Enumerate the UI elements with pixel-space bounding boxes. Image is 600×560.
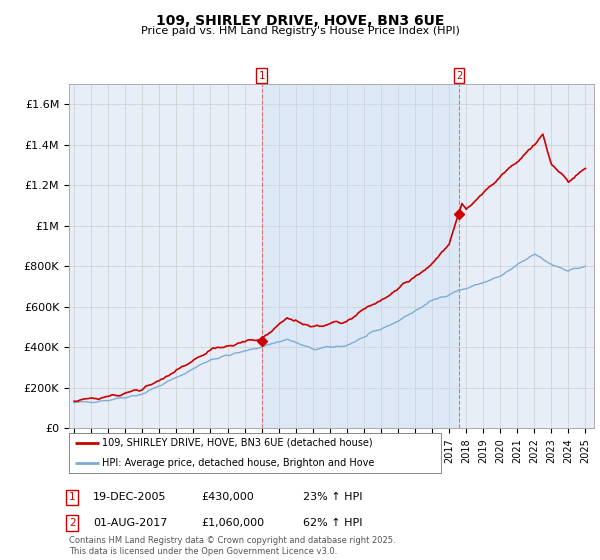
Text: 2: 2: [456, 71, 462, 81]
Text: 1: 1: [69, 492, 76, 502]
Text: 23% ↑ HPI: 23% ↑ HPI: [303, 492, 362, 502]
Text: £430,000: £430,000: [201, 492, 254, 502]
Text: 1: 1: [259, 71, 265, 81]
Text: 19-DEC-2005: 19-DEC-2005: [93, 492, 167, 502]
Bar: [262, 84, 459, 428]
Text: 2: 2: [69, 518, 76, 528]
Text: Price paid vs. HM Land Registry's House Price Index (HPI): Price paid vs. HM Land Registry's House …: [140, 26, 460, 36]
Text: 109, SHIRLEY DRIVE, HOVE, BN3 6UE: 109, SHIRLEY DRIVE, HOVE, BN3 6UE: [156, 14, 444, 28]
Text: 109, SHIRLEY DRIVE, HOVE, BN3 6UE (detached house): 109, SHIRLEY DRIVE, HOVE, BN3 6UE (detac…: [103, 438, 373, 448]
Text: 01-AUG-2017: 01-AUG-2017: [93, 518, 167, 528]
Text: Contains HM Land Registry data © Crown copyright and database right 2025.
This d: Contains HM Land Registry data © Crown c…: [69, 536, 395, 556]
Text: HPI: Average price, detached house, Brighton and Hove: HPI: Average price, detached house, Brig…: [103, 458, 375, 468]
Text: £1,060,000: £1,060,000: [201, 518, 264, 528]
Text: 62% ↑ HPI: 62% ↑ HPI: [303, 518, 362, 528]
